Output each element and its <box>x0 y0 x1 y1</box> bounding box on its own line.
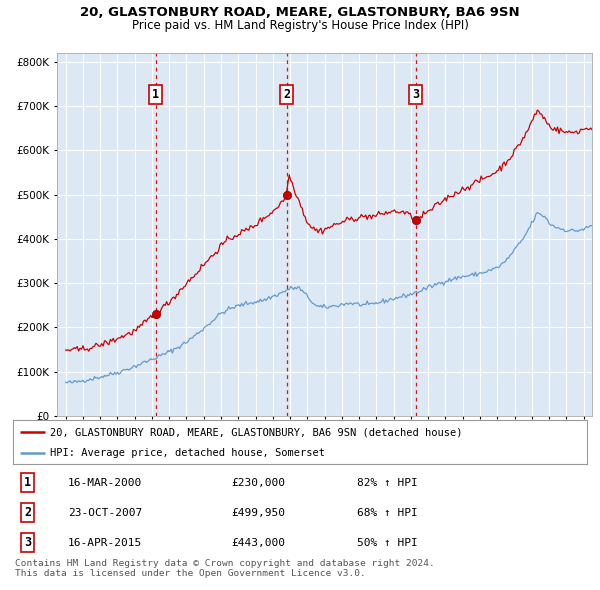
Text: 2: 2 <box>24 506 31 519</box>
Text: £230,000: £230,000 <box>231 478 285 487</box>
Text: £499,950: £499,950 <box>231 508 285 517</box>
Text: Contains HM Land Registry data © Crown copyright and database right 2024.
This d: Contains HM Land Registry data © Crown c… <box>15 559 435 578</box>
Text: 20, GLASTONBURY ROAD, MEARE, GLASTONBURY, BA6 9SN (detached house): 20, GLASTONBURY ROAD, MEARE, GLASTONBURY… <box>50 428 463 437</box>
Text: 1: 1 <box>152 88 159 101</box>
Text: £443,000: £443,000 <box>231 538 285 548</box>
Text: 20, GLASTONBURY ROAD, MEARE, GLASTONBURY, BA6 9SN: 20, GLASTONBURY ROAD, MEARE, GLASTONBURY… <box>80 6 520 19</box>
Text: 23-OCT-2007: 23-OCT-2007 <box>68 508 142 517</box>
Text: 3: 3 <box>24 536 31 549</box>
Text: 68% ↑ HPI: 68% ↑ HPI <box>358 508 418 517</box>
Text: 16-APR-2015: 16-APR-2015 <box>68 538 142 548</box>
Text: 50% ↑ HPI: 50% ↑ HPI <box>358 538 418 548</box>
Text: 82% ↑ HPI: 82% ↑ HPI <box>358 478 418 487</box>
Text: 16-MAR-2000: 16-MAR-2000 <box>68 478 142 487</box>
Text: 3: 3 <box>412 88 419 101</box>
Text: Price paid vs. HM Land Registry's House Price Index (HPI): Price paid vs. HM Land Registry's House … <box>131 19 469 32</box>
Text: HPI: Average price, detached house, Somerset: HPI: Average price, detached house, Some… <box>50 448 325 458</box>
Text: 2: 2 <box>283 88 290 101</box>
Text: 1: 1 <box>24 476 31 489</box>
